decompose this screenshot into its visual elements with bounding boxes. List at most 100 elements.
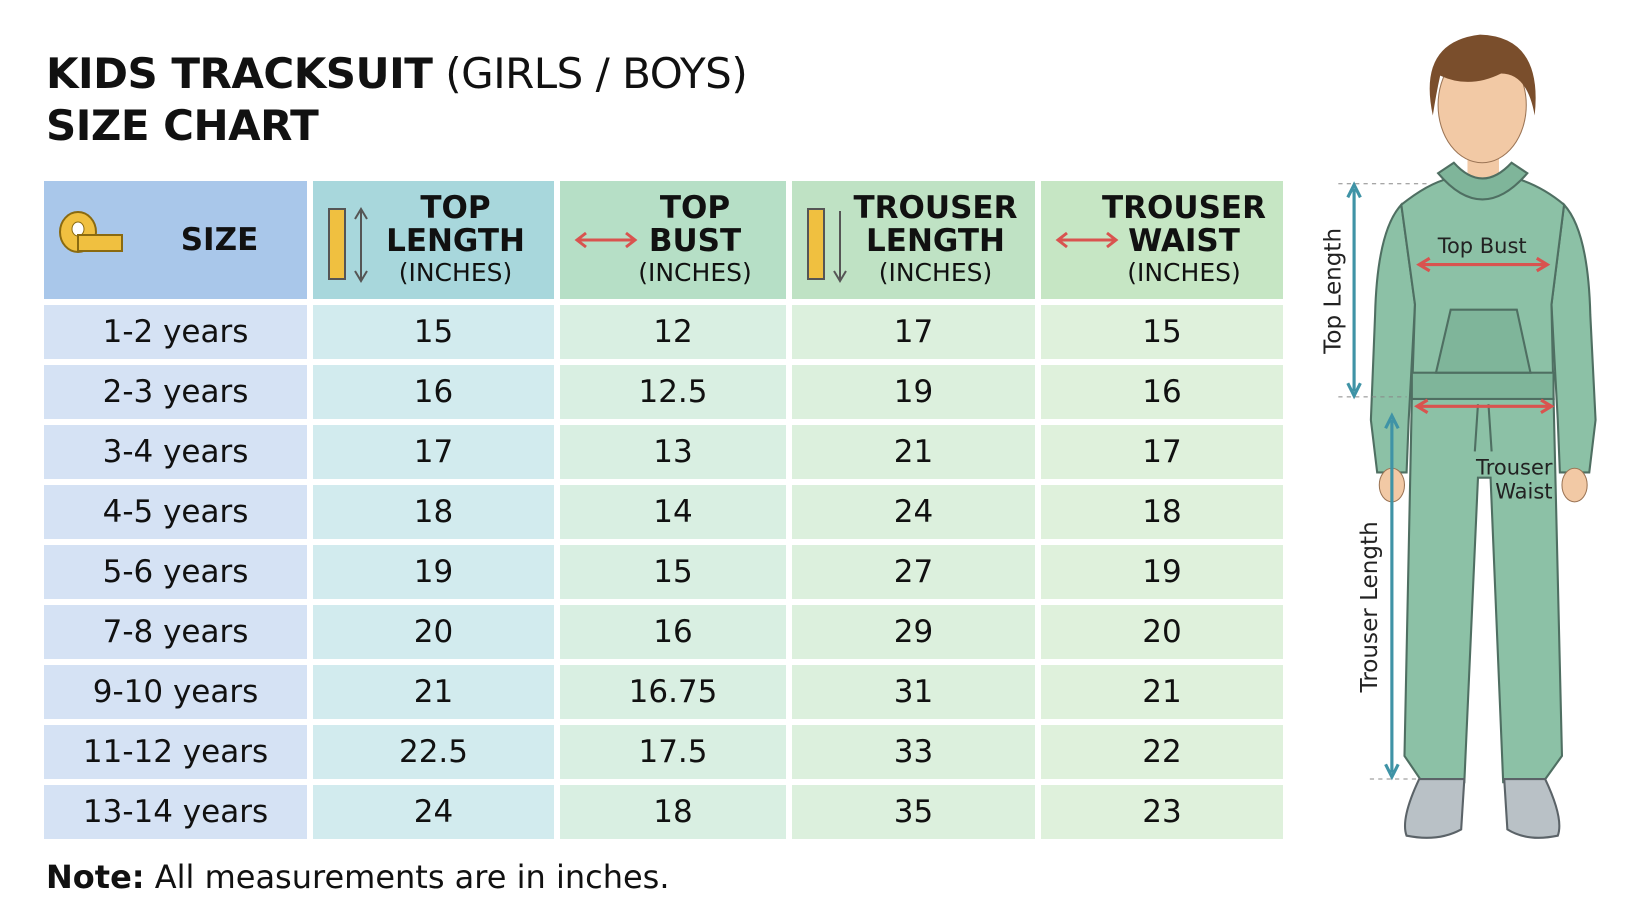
header-line: TROUSER xyxy=(853,190,1018,226)
value-cell: 18 xyxy=(560,785,786,839)
guide xyxy=(1338,183,1428,780)
value-cell: 16 xyxy=(560,605,786,659)
hand xyxy=(1561,467,1588,503)
value-cell: 29 xyxy=(792,605,1035,659)
header-unit: (INCHES) xyxy=(398,258,513,287)
header-text: TOP BUST (INCHES) xyxy=(638,192,752,288)
value-cell: 17 xyxy=(792,305,1035,359)
note: Note: All measurements are in inches. xyxy=(46,858,670,896)
value-cell: 21 xyxy=(313,665,554,719)
value-cell: 24 xyxy=(313,785,554,839)
value-cell: 17 xyxy=(1041,425,1283,479)
header-icon xyxy=(59,211,123,253)
value-cell: 24 xyxy=(792,485,1035,539)
header-line: LENGTH xyxy=(866,223,1005,259)
length-arrow xyxy=(1346,181,1362,400)
header-cell: TOP LENGTH (INCHES) xyxy=(313,181,554,299)
hood xyxy=(1436,161,1529,201)
hem xyxy=(1410,371,1555,401)
header-text: TOP LENGTH (INCHES) xyxy=(386,192,525,288)
header-line: WAIST xyxy=(1128,223,1240,259)
value-cell: 12.5 xyxy=(560,365,786,419)
header-line: TOP xyxy=(420,190,491,226)
value-cell: 16.75 xyxy=(560,665,786,719)
trouser-length-label: Trouser Length xyxy=(1357,521,1383,693)
header-unit: (INCHES) xyxy=(1127,258,1241,287)
value-cell: 21 xyxy=(1041,665,1283,719)
value-cell: 21 xyxy=(792,425,1035,479)
note-text: All measurements are in inches. xyxy=(154,858,670,896)
hair xyxy=(1429,34,1536,116)
size-cell: 1-2 years xyxy=(44,305,307,359)
value-cell: 19 xyxy=(313,545,554,599)
header-unit: (INCHES) xyxy=(878,258,993,287)
value-cell: 15 xyxy=(1041,305,1283,359)
size-cell: 5-6 years xyxy=(44,545,307,599)
top-length-label: Top Length xyxy=(1320,228,1346,355)
value-cell: 18 xyxy=(313,485,554,539)
value-cell: 15 xyxy=(560,545,786,599)
header-cell: SIZE xyxy=(44,181,307,299)
title: KIDS TRACKSUIT (GIRLS / BOYS) SIZE CHART xyxy=(46,48,748,152)
value-cell: 17.5 xyxy=(560,725,786,779)
header-text: TROUSER LENGTH (INCHES) xyxy=(854,192,1018,288)
header-text: SIZE xyxy=(180,221,259,258)
value-cell: 23 xyxy=(1041,785,1283,839)
value-cell: 19 xyxy=(1041,545,1283,599)
note-label: Note: xyxy=(46,858,145,896)
value-cell: 22.5 xyxy=(313,725,554,779)
header-text: TROUSER WAIST (INCHES) xyxy=(1102,192,1266,288)
drawstring xyxy=(1473,404,1493,452)
value-cell: 16 xyxy=(1041,365,1283,419)
title-line2: SIZE CHART xyxy=(46,101,319,150)
size-table: SIZE TOP LENGTH (INCHES) TOP BUST (INCHES) TROU… xyxy=(44,181,1283,839)
shoe xyxy=(1403,777,1466,839)
header-icon xyxy=(328,207,368,283)
value-cell: 19 xyxy=(792,365,1035,419)
header-line: TOP xyxy=(659,190,731,226)
value-cell: 12 xyxy=(560,305,786,359)
header-icon xyxy=(807,208,847,283)
shoe xyxy=(1503,777,1561,839)
size-cell: 13-14 years xyxy=(44,785,307,839)
size-cell: 4-5 years xyxy=(44,485,307,539)
header-line: SIZE xyxy=(180,221,259,258)
value-cell: 33 xyxy=(792,725,1035,779)
value-cell: 18 xyxy=(1041,485,1283,539)
arm xyxy=(1369,202,1417,474)
value-cell: 31 xyxy=(792,665,1035,719)
top-bust-label: Top Bust xyxy=(1437,234,1527,258)
value-cell: 20 xyxy=(313,605,554,659)
value-cell: 22 xyxy=(1041,725,1283,779)
width-arrow xyxy=(1414,398,1555,414)
arm xyxy=(1550,202,1597,474)
title-normal: (GIRLS / BOYS) xyxy=(445,49,748,98)
header-cell: TROUSER WAIST (INCHES) xyxy=(1041,181,1283,299)
header-line: LENGTH xyxy=(386,223,525,259)
size-cell: 2-3 years xyxy=(44,365,307,419)
size-cell: 11-12 years xyxy=(44,725,307,779)
value-cell: 17 xyxy=(313,425,554,479)
value-cell: 27 xyxy=(792,545,1035,599)
header-cell: TOP BUST (INCHES) xyxy=(560,181,786,299)
size-cell: 9-10 years xyxy=(44,665,307,719)
title-bold: KIDS TRACKSUIT xyxy=(46,49,433,98)
length-arrow xyxy=(1384,412,1400,781)
value-cell: 15 xyxy=(313,305,554,359)
trouser-waist-label: Waist xyxy=(1495,480,1552,504)
pocket xyxy=(1434,308,1532,374)
width-arrow xyxy=(1416,256,1551,273)
header-cell: TROUSER LENGTH (INCHES) xyxy=(792,181,1035,299)
value-cell: 13 xyxy=(560,425,786,479)
size-cell: 3-4 years xyxy=(44,425,307,479)
value-cell: 16 xyxy=(313,365,554,419)
header-icon xyxy=(574,231,638,249)
value-cell: 14 xyxy=(560,485,786,539)
value-cell: 35 xyxy=(792,785,1035,839)
size-cell: 7-8 years xyxy=(44,605,307,659)
figure: Top Bust Top Length Trouser Length Trous… xyxy=(1320,34,1597,839)
header-icon xyxy=(1055,231,1119,249)
header-line: BUST xyxy=(648,223,742,259)
trouser-waist-label: Trouser xyxy=(1475,456,1553,480)
